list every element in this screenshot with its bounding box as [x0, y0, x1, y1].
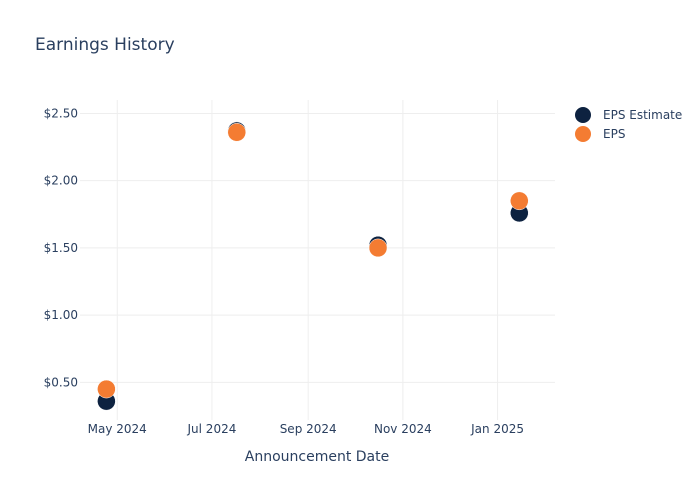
- legend-label: EPS Estimate: [603, 108, 682, 122]
- x-axis-ticks: May 2024 Jul 2024 Sep 2024 Nov 2024 Jan 2025: [88, 422, 524, 436]
- series-1: [97, 123, 529, 399]
- plot-points: [97, 121, 529, 411]
- grid: [80, 100, 555, 420]
- data-point[interactable]: [97, 379, 116, 399]
- legend[interactable]: EPS Estimate EPS: [575, 107, 682, 142]
- y-tick-label: $0.50: [44, 375, 78, 389]
- y-tick-label: $2.00: [44, 174, 78, 188]
- legend-item[interactable]: EPS: [575, 126, 625, 142]
- x-axis-label: Announcement Date: [245, 449, 389, 465]
- legend-marker: [575, 107, 591, 123]
- x-tick-label: Jan 2025: [470, 422, 524, 436]
- y-tick-label: $1.50: [44, 241, 78, 255]
- y-tick-label: $1.00: [44, 308, 78, 322]
- series-0: [97, 121, 529, 411]
- x-tick-label: Nov 2024: [374, 422, 432, 436]
- y-tick-label: $2.50: [44, 106, 78, 120]
- legend-marker: [575, 126, 591, 142]
- x-tick-label: May 2024: [88, 422, 147, 436]
- legend-label: EPS: [603, 127, 625, 141]
- x-tick-label: Sep 2024: [280, 422, 337, 436]
- y-axis-ticks: $0.50 $1.00 $1.50 $2.00 $2.50: [44, 106, 78, 389]
- legend-item[interactable]: EPS Estimate: [575, 107, 682, 123]
- data-point[interactable]: [368, 238, 388, 258]
- data-point[interactable]: [510, 191, 529, 211]
- x-tick-label: Jul 2024: [187, 422, 237, 436]
- data-point[interactable]: [227, 123, 247, 142]
- chart-title: Earnings History: [35, 35, 175, 55]
